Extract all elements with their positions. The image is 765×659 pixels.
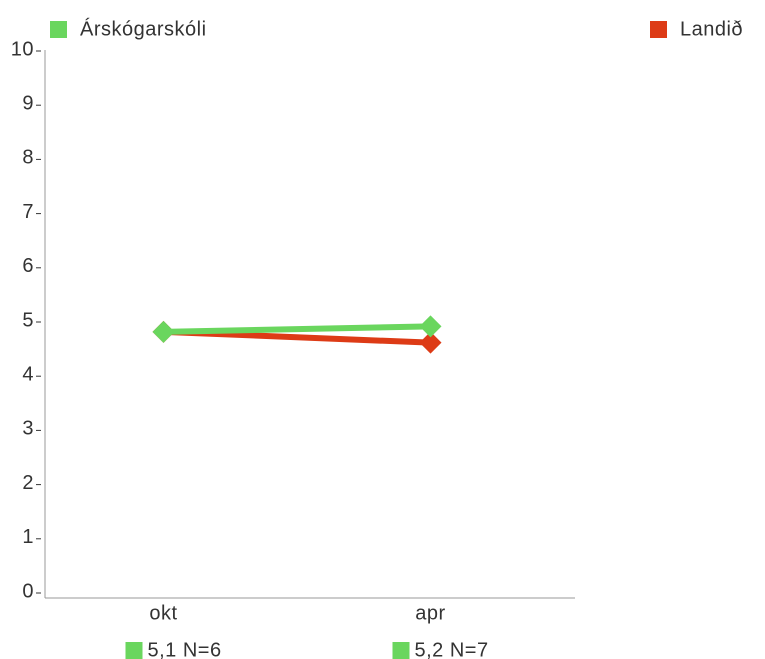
legend-label: Landið — [680, 18, 743, 40]
note-swatch — [125, 642, 143, 659]
y-tick-label: 6 — [22, 255, 34, 277]
series-line — [163, 323, 431, 335]
y-tick-label: 5 — [22, 309, 34, 331]
point-marker — [419, 315, 442, 338]
note-swatch — [392, 642, 410, 659]
legend-swatch — [650, 21, 667, 38]
category-note: 5,2 N=7 — [415, 639, 489, 659]
y-tick-label: 10 — [11, 38, 34, 60]
y-tick-label: 3 — [22, 418, 34, 440]
x-tick-label: apr — [415, 602, 445, 624]
y-tick-label: 9 — [22, 92, 34, 114]
y-tick-label: 1 — [22, 526, 34, 548]
y-tick-label: 4 — [22, 363, 34, 385]
category-note: 5,1 N=6 — [148, 639, 222, 659]
y-tick-label: 0 — [22, 580, 34, 602]
y-tick-label: 2 — [22, 472, 34, 494]
x-tick-label: okt — [149, 602, 177, 624]
legend-label: Árskógarskóli — [80, 17, 207, 40]
y-tick-label: 7 — [22, 201, 34, 223]
point-marker — [419, 331, 442, 354]
point-marker — [152, 320, 175, 343]
legend-swatch — [50, 21, 67, 38]
y-tick-label: 8 — [22, 147, 34, 169]
